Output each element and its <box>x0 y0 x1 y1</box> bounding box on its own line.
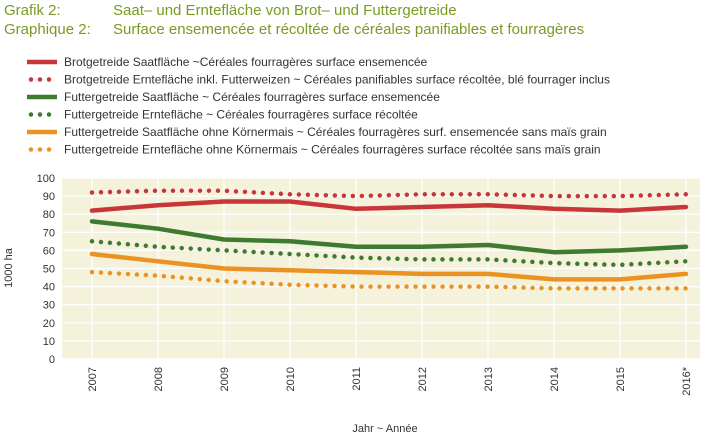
header-label-german: Grafik 2: <box>4 2 61 19</box>
y-tick-label: 30 <box>43 300 55 312</box>
x-tick-label: 2014 <box>549 367 561 391</box>
series-line-dotted <box>89 239 689 268</box>
chart-title-german: Saat– und Erntefläche von Brot– und Futt… <box>113 2 457 19</box>
legend-label: Futtergetreide Erntefläche ohne Körnerma… <box>64 143 601 157</box>
series-line-dotted <box>89 269 689 291</box>
legend: Brotgetreide Saatfläche ~Céréales fourra… <box>27 55 610 157</box>
series-lines <box>89 188 689 291</box>
chart-title-french: Surface ensemencée et récoltée de céréal… <box>113 21 585 38</box>
chart-header-line-1: Grafik 2: Saat– und Erntefläche von Brot… <box>4 2 457 20</box>
y-tick-label: 60 <box>43 245 55 257</box>
x-tick-label: 2008 <box>153 367 165 391</box>
y-tick-label: 40 <box>43 282 55 294</box>
y-axis-label: 1000 ha <box>3 247 15 288</box>
y-tick-label: 50 <box>43 264 55 276</box>
x-tick-label: 2010 <box>285 367 297 391</box>
chart-header-line-2: Graphique 2: Surface ensemencée et récol… <box>4 21 584 39</box>
series-line-solid <box>89 199 689 213</box>
x-tick-label: 2015 <box>615 367 627 391</box>
y-tick-label: 80 <box>43 209 55 221</box>
y-tick-label: 0 <box>49 354 55 366</box>
series-line-dotted <box>89 188 689 199</box>
series-line-solid <box>89 251 689 282</box>
legend-label: Futtergetreide Saatfläche ohne Körnermai… <box>64 125 607 139</box>
header-label-french: Graphique 2: <box>4 21 91 38</box>
y-tick-label: 10 <box>43 336 55 348</box>
y-tick-label: 100 <box>37 173 55 185</box>
x-axis-ticks: 2007 2008 2009 2010 2011 2012 2013 2014 2015 2016… <box>87 366 693 395</box>
x-tick-label: 2007 <box>87 367 99 391</box>
legend-label: Brotgetreide Saatfläche ~Céréales fourra… <box>64 55 428 69</box>
x-tick-label: 2013 <box>483 367 495 391</box>
legend-label: Brotgetreide Erntefläche inkl. Futterwei… <box>64 73 610 87</box>
x-tick-label: 2011 <box>351 367 363 391</box>
grid-lines <box>62 177 700 360</box>
y-tick-label: 90 <box>43 191 55 203</box>
series-line-solid <box>89 219 689 255</box>
x-tick-label: 2016* <box>681 366 693 395</box>
y-tick-label: 70 <box>43 227 55 239</box>
y-axis-ticks: 0 10 20 30 40 50 60 70 80 90 100 <box>37 173 55 366</box>
legend-label: Futtergetreide Saatfläche ~ Céréales fou… <box>64 90 440 104</box>
legend-label: Futtergetreide Erntefläche ~ Céréales fo… <box>64 108 418 122</box>
x-axis-label: Jahr ~ Année <box>352 423 417 435</box>
y-tick-label: 20 <box>43 318 55 330</box>
x-tick-label: 2012 <box>417 367 429 391</box>
x-tick-label: 2009 <box>219 367 231 391</box>
